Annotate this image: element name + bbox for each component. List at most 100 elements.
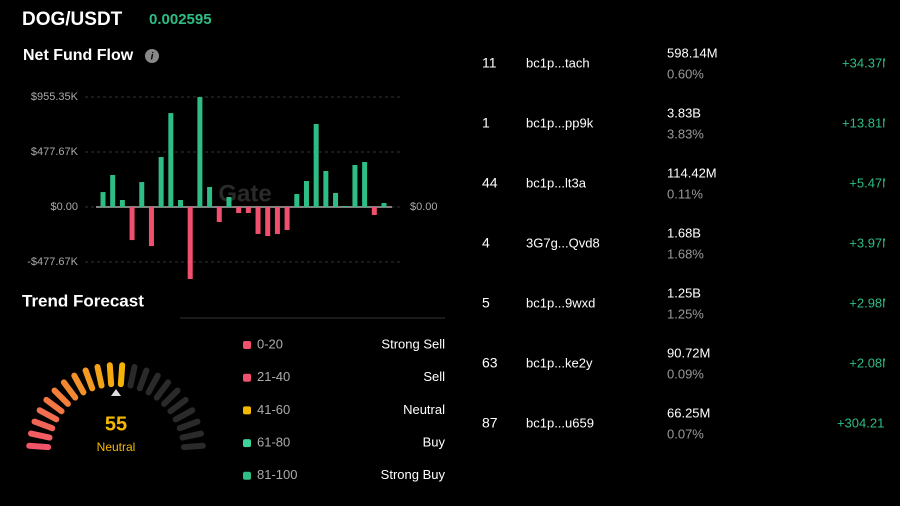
bar [323, 170, 329, 208]
holder-amount: 598.14M [667, 45, 718, 60]
gauge-segment [176, 418, 201, 432]
bar [226, 197, 232, 208]
bar [110, 175, 116, 208]
bar [187, 207, 193, 279]
holder-change: +3.97M [849, 235, 893, 250]
legend-label: Strong Buy [381, 467, 446, 482]
holder-share: 1.68% [667, 246, 704, 261]
bar [313, 124, 319, 208]
holder-rank: 5 [482, 295, 490, 311]
legend-label: Strong Sell [381, 336, 445, 351]
y-tick-label: $477.67K [31, 146, 79, 158]
gauge-segment [36, 407, 60, 423]
bar [333, 192, 339, 208]
watermark: Gate [218, 180, 271, 207]
legend-swatch [243, 373, 251, 382]
holder-amount: 1.25B [667, 285, 701, 300]
gauge-segment [71, 372, 87, 396]
pair: DOG/USDT [22, 9, 123, 30]
bar [371, 207, 377, 215]
holder-rank: 11 [482, 55, 497, 71]
y2-tick-label: $0.00 [410, 201, 438, 213]
holder-address: bc1p...ke2y [526, 355, 593, 370]
holder-change: +13.81M [842, 115, 893, 130]
bar [129, 207, 135, 241]
holder-address: bc1p...u659 [526, 415, 594, 430]
bar [352, 165, 358, 208]
holder-share: 1.25% [667, 306, 704, 321]
section-title: Net Fund Flow [23, 47, 134, 64]
legend-swatch [243, 439, 251, 448]
holder-share: 0.11% [667, 186, 703, 201]
y-tick-label: $955.35K [31, 91, 79, 103]
gauge-segment [60, 379, 79, 401]
holders-table: 11 bc1p...tach 598.14M 0.60% +34.37M 1 bc1p...… [482, 45, 893, 441]
bar [119, 199, 125, 208]
legend-label: Neutral [403, 402, 445, 417]
gauge-segment [27, 430, 53, 441]
price: 0.002595 [149, 11, 212, 28]
holder-share: 0.60% [667, 66, 704, 81]
holder-rank: 1 [482, 115, 490, 131]
gauge-segment [153, 379, 172, 401]
bar [168, 113, 174, 208]
legend-swatch [243, 341, 251, 349]
bar [236, 207, 242, 214]
gauge-segment [43, 396, 65, 415]
bar [362, 162, 368, 208]
gauge-segment [51, 387, 71, 407]
legend-range: 0-20 [257, 336, 283, 351]
gauge-segment [117, 362, 126, 388]
holder-address: bc1p...pp9k [526, 115, 594, 130]
bar [303, 181, 309, 208]
gauge-segment [179, 430, 205, 441]
bar [207, 186, 213, 208]
info-icon-glyph: i [151, 52, 154, 63]
bar [158, 157, 164, 208]
holder-change: +304.21K [837, 415, 893, 430]
gauge-score: 55 [105, 413, 127, 435]
gauge-segment [94, 363, 105, 389]
gauge-segment [127, 363, 138, 389]
gauge-rating: Neutral [97, 440, 136, 454]
holder-rank: 44 [482, 175, 498, 191]
legend-swatch [243, 471, 251, 480]
legend-range: 21-40 [257, 369, 290, 384]
holder-amount: 1.68B [667, 225, 701, 240]
legend-swatch [243, 406, 251, 415]
bar [274, 207, 280, 234]
holder-address: bc1p...tach [526, 55, 590, 70]
legend-label: Sell [423, 369, 445, 384]
gauge-segment [26, 442, 52, 451]
holder-amount: 90.72M [667, 345, 710, 360]
holder-address: 3G7g...Qvd8 [526, 235, 600, 250]
bar [255, 207, 261, 234]
holder-share: 3.83% [667, 126, 704, 141]
holder-share: 0.07% [667, 426, 704, 441]
bar [216, 207, 222, 222]
bar [148, 207, 154, 247]
holder-change: +2.08M [849, 355, 893, 370]
y-tick-label: $0.00 [50, 201, 78, 213]
holder-amount: 114.42M [667, 165, 717, 180]
holder-amount: 3.83B [667, 105, 701, 120]
holder-amount: 66.25M [667, 405, 710, 420]
y-tick-label: -$477.67K [27, 256, 78, 268]
gauge-segment [31, 418, 56, 432]
bar [342, 205, 348, 208]
gauge-segment [136, 367, 150, 392]
holder-change: +2.98M [849, 295, 893, 310]
holder-share: 0.09% [667, 366, 704, 381]
legend-range: 41-60 [257, 402, 290, 417]
gauge-segment [161, 387, 181, 407]
info-icon[interactable] [145, 49, 159, 63]
bar [139, 182, 145, 208]
holder-rank: 4 [482, 235, 490, 251]
gauge-pointer [111, 389, 121, 396]
legend-label: Buy [423, 435, 446, 450]
section-title: Trend Forecast [22, 291, 144, 310]
holder-address: bc1p...9wxd [526, 295, 595, 310]
gauge-segment [167, 396, 189, 415]
